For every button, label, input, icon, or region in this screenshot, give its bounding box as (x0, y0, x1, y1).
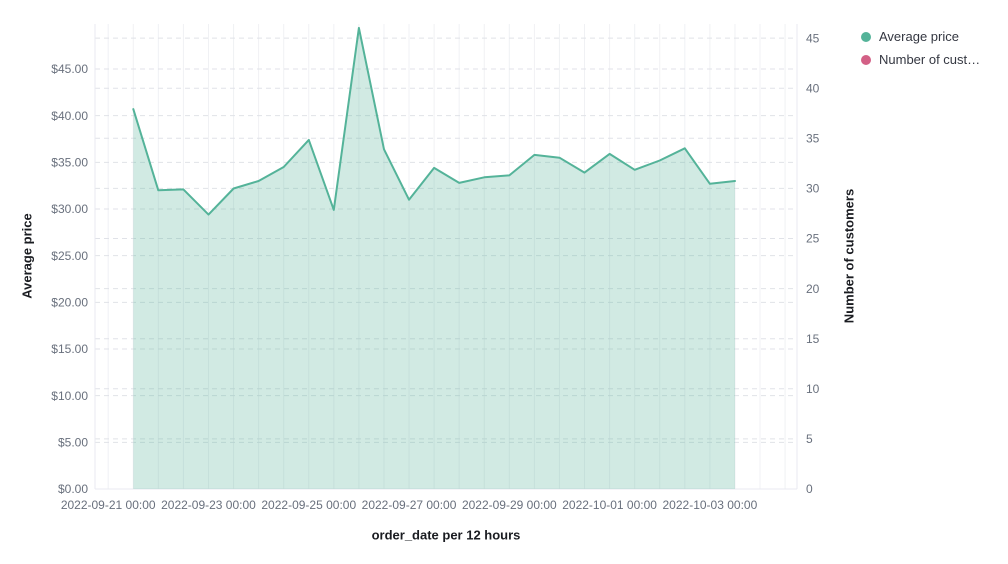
legend-label-number-of-customers: Number of cust… (879, 52, 981, 67)
legend-item-number-of-customers[interactable]: Number of cust… (861, 48, 980, 71)
y-left-tick-label: $35.00 (51, 156, 88, 170)
average-price-line (132, 26, 736, 216)
y-right-tick-label: 10 (806, 382, 820, 396)
legend-swatch-average-price (861, 31, 871, 42)
y-right-tick-label: 20 (806, 282, 820, 296)
y-left-tick-label: $10.00 (51, 389, 88, 403)
x-axis-title: order_date per 12 hours (371, 527, 521, 543)
y-right-tick-label: 45 (806, 31, 820, 45)
y-left-tick-label: $40.00 (51, 109, 88, 123)
y-right-tick-label: 0 (806, 482, 813, 496)
x-tick-label: 2022-09-21 00:00 (61, 498, 156, 512)
y-right-tick-label: 15 (806, 332, 820, 346)
x-tick-label: 2022-09-25 00:00 (261, 498, 356, 512)
y-right-tick-label: 30 (806, 182, 820, 196)
y-right-tick-label: 40 (806, 81, 820, 95)
y-left-tick-label: $20.00 (51, 296, 88, 310)
y-right-tick-label: 35 (806, 132, 820, 146)
x-tick-label: 2022-10-03 00:00 (663, 498, 758, 512)
y-left-tick-label: $30.00 (51, 202, 88, 216)
legend-label-average-price: Average price (879, 29, 959, 44)
average-price-area (133, 27, 736, 490)
x-tick-label: 2022-09-27 00:00 (362, 498, 457, 512)
x-tick-label: 2022-10-01 00:00 (562, 498, 657, 512)
y-left-tick-label: $0.00 (58, 482, 88, 496)
y-right-tick-label: 25 (806, 232, 820, 246)
y-left-tick-label: $25.00 (51, 249, 88, 263)
legend: Average price Number of cust… (861, 25, 980, 71)
x-tick-label: 2022-09-23 00:00 (161, 498, 256, 512)
y-left-tick-label: $15.00 (51, 342, 88, 356)
y-left-tick-label: $45.00 (51, 62, 88, 76)
right-axis-title: Number of customers (841, 188, 857, 324)
y-left-tick-label: $5.00 (58, 436, 88, 450)
legend-swatch-number-of-customers (861, 54, 871, 65)
x-tick-label: 2022-09-29 00:00 (462, 498, 557, 512)
y-right-tick-label: 5 (806, 432, 813, 446)
left-axis-title: Average price (19, 213, 35, 299)
legend-item-average-price[interactable]: Average price (861, 25, 980, 48)
